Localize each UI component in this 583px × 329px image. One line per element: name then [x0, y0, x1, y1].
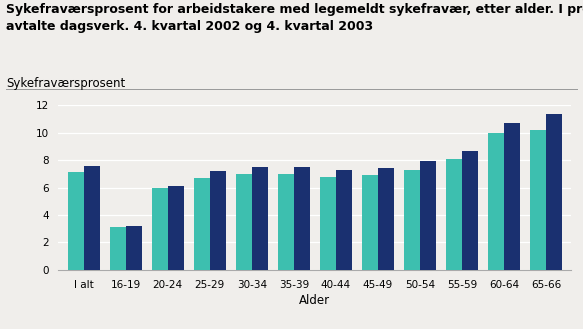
- Bar: [294, 167, 310, 270]
- Bar: [420, 162, 436, 270]
- Bar: [110, 227, 125, 270]
- Bar: [252, 167, 268, 270]
- Text: Sykefraværsprosent for arbeidstakere med legemeldt sykefravær, etter alder. I pr: Sykefraværsprosent for arbeidstakere med…: [6, 3, 583, 33]
- Bar: [168, 186, 184, 270]
- Bar: [152, 188, 168, 270]
- Bar: [530, 130, 546, 270]
- Bar: [378, 168, 394, 270]
- Bar: [504, 123, 520, 270]
- Bar: [194, 178, 210, 270]
- Legend: 4. kvartal 2002, 4. kvartal 2003: 4. kvartal 2002, 4. kvartal 2003: [184, 325, 446, 329]
- Bar: [278, 174, 294, 270]
- Bar: [546, 114, 562, 270]
- Bar: [336, 170, 352, 270]
- Bar: [362, 175, 378, 270]
- Bar: [404, 170, 420, 270]
- Bar: [83, 165, 100, 270]
- Bar: [446, 159, 462, 270]
- Bar: [68, 172, 83, 270]
- Bar: [320, 177, 336, 270]
- Bar: [462, 151, 478, 270]
- X-axis label: Alder: Alder: [299, 294, 331, 307]
- Text: Sykefraværsprosent: Sykefraværsprosent: [6, 77, 125, 90]
- Bar: [125, 226, 142, 270]
- Bar: [236, 174, 252, 270]
- Bar: [488, 133, 504, 270]
- Bar: [210, 171, 226, 270]
